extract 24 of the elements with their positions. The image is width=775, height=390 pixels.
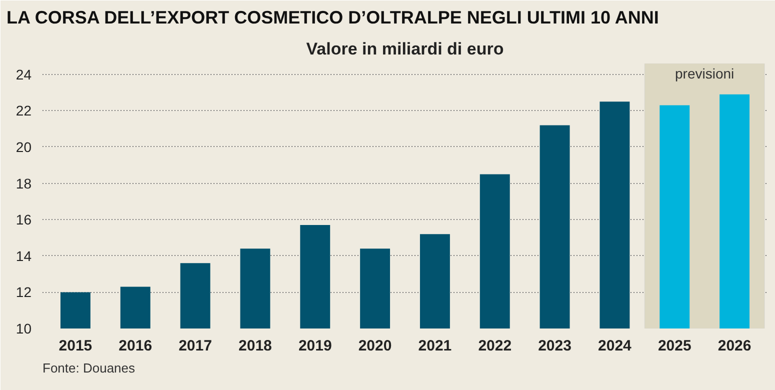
y-tick-label: 24 [16,66,32,82]
x-tick-label: 2019 [298,338,332,354]
x-tick-label: 2025 [658,338,692,354]
x-tick-label: 2020 [358,338,392,354]
chart-subtitle: Valore in miliardi di euro [306,40,504,58]
y-tick-label: 20 [16,138,32,155]
y-tick-label: 10 [16,320,32,336]
y-tick-label: 14 [16,248,32,264]
band-label: previsioni [675,66,734,82]
y-tick-label: 16 [16,212,32,228]
chart-title: LA CORSA DELL’EXPORT COSMETICO D’OLTRALPE NEGLI ULTIMI 10 ANNI [6,8,659,28]
x-tick-label: 2021 [418,338,452,354]
x-tick-label: 2016 [118,338,152,354]
x-tick-label: 2026 [718,338,752,354]
x-tick-label: 2017 [178,338,212,354]
x-tick-label: 2023 [538,338,572,354]
y-tick-label: 12 [16,284,32,300]
source-note: Fonte: Douanes [42,360,136,376]
x-tick-label: 2015 [58,338,92,354]
y-tick-label: 22 [16,102,32,119]
x-tick-label: 2022 [478,338,512,354]
x-tick-label: 2024 [598,338,632,354]
y-tick-label: 18 [16,175,32,192]
x-tick-label: 2018 [238,338,272,354]
